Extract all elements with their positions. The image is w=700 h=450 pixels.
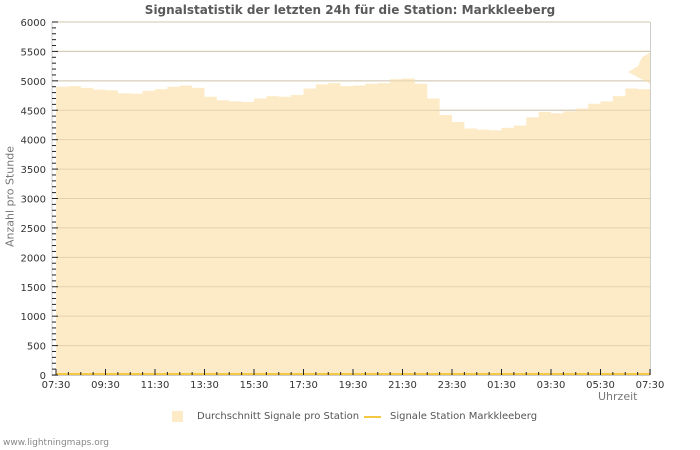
x-tick-label: 01:30 (487, 380, 516, 391)
x-axis-label: Uhrzeit (598, 390, 638, 403)
x-tick-label: 07:30 (42, 380, 71, 391)
x-tick-label: 05:30 (586, 380, 615, 391)
y-tick-label: 4500 (21, 106, 46, 117)
y-tick-label: 3500 (21, 165, 46, 176)
y-tick-label: 4000 (21, 136, 46, 147)
chart-title: Signalstatistik der letzten 24h für die … (144, 3, 556, 17)
x-tick-label: 07:30 (636, 380, 665, 391)
y-tick-label: 3000 (21, 195, 46, 206)
y-tick-label: 1500 (21, 283, 46, 294)
x-tick-label: 17:30 (289, 380, 318, 391)
y-tick-label: 500 (27, 342, 46, 353)
x-tick-label: 09:30 (91, 380, 120, 391)
x-tick-label: 23:30 (438, 380, 467, 391)
area-swatch-icon (172, 411, 183, 422)
y-tick-label: 2000 (21, 253, 46, 264)
y-tick-label: 2500 (21, 224, 46, 235)
y-tick-label: 1000 (21, 312, 46, 323)
average-signals-area (56, 52, 650, 376)
legend-label-average: Durchschnitt Signale pro Station (197, 411, 360, 422)
x-tick-label: 15:30 (240, 380, 269, 391)
legend-item-station: Signale Station Markkleeberg (364, 411, 537, 422)
legend-item-average: Durchschnitt Signale pro Station (172, 411, 359, 422)
y-axis-ticks: 0 500 1000 1500 2000 2500 3000 3500 4000 4500 5000… (21, 18, 58, 382)
y-tick-label: 0 (40, 371, 46, 382)
x-tick-label: 21:30 (388, 380, 417, 391)
x-tick-label: 19:30 (339, 380, 368, 391)
line-swatch-icon (364, 415, 381, 418)
footer-source: www.lightningmaps.org (3, 438, 109, 448)
y-tick-label: 5500 (21, 47, 46, 58)
legend-label-station: Signale Station Markkleeberg (390, 411, 538, 422)
x-tick-label: 11:30 (141, 380, 170, 391)
y-tick-label: 5000 (21, 77, 46, 88)
y-tick-label: 6000 (21, 18, 46, 29)
x-axis-ticks: 07:30 09:30 11:30 13:30 15:30 17:30 19:30 21:30… (42, 369, 665, 391)
x-tick-label: 13:30 (190, 380, 219, 391)
x-tick-label: 03:30 (537, 380, 566, 391)
gridlines-over (56, 21, 650, 347)
